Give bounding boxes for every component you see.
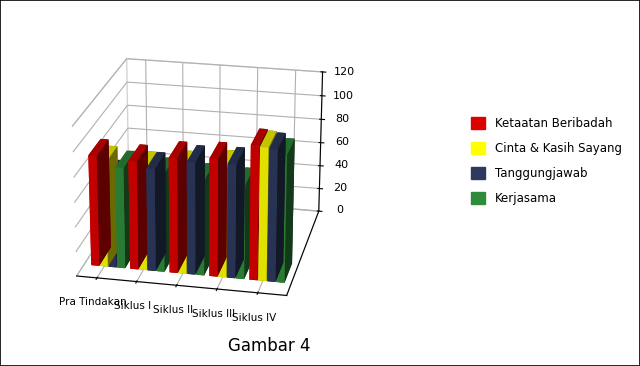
Legend: Ketaatan Beribadah, Cinta & Kasih Sayang, Tanggungjawab, Kerjasama: Ketaatan Beribadah, Cinta & Kasih Sayang… (465, 111, 628, 211)
Text: Gambar 4: Gambar 4 (228, 337, 310, 355)
